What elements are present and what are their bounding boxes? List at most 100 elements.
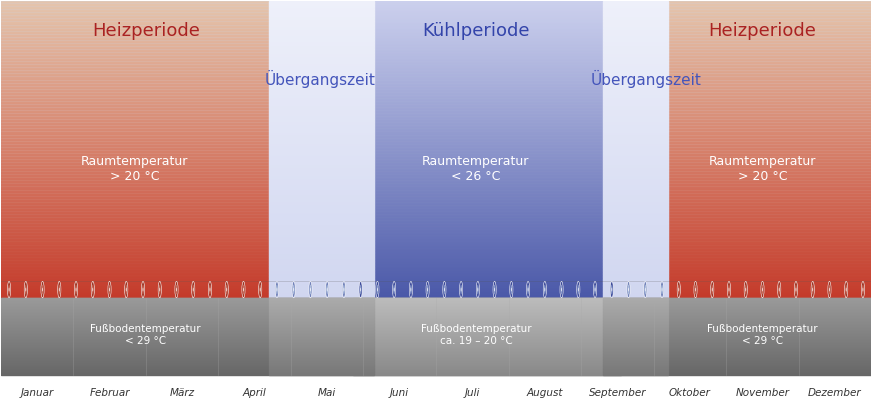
Bar xyxy=(654,267,871,268)
Bar xyxy=(352,7,621,8)
Circle shape xyxy=(845,281,848,298)
Bar xyxy=(1,100,327,102)
Bar xyxy=(352,94,621,96)
Bar xyxy=(603,127,668,128)
Bar xyxy=(1,87,871,88)
Bar xyxy=(654,94,871,96)
Bar xyxy=(1,280,327,282)
Bar xyxy=(269,216,374,218)
Bar xyxy=(654,132,871,133)
Bar xyxy=(269,219,374,221)
Bar xyxy=(654,103,871,105)
Bar xyxy=(1,32,871,34)
Bar xyxy=(603,160,668,161)
Bar xyxy=(654,290,871,292)
Bar xyxy=(603,42,668,44)
Bar xyxy=(269,264,374,265)
Bar xyxy=(269,191,374,193)
Circle shape xyxy=(126,285,127,294)
Bar xyxy=(1,47,327,48)
Bar xyxy=(352,163,621,164)
Bar xyxy=(352,286,621,288)
Bar xyxy=(352,152,621,154)
Bar xyxy=(269,178,374,179)
Bar xyxy=(269,241,374,243)
Bar xyxy=(1,184,871,185)
Bar xyxy=(603,17,668,18)
Circle shape xyxy=(661,285,663,294)
Circle shape xyxy=(276,281,278,298)
Bar xyxy=(1,44,871,45)
Bar xyxy=(654,4,871,5)
Bar xyxy=(1,67,871,69)
Bar xyxy=(654,135,871,136)
Bar xyxy=(603,237,668,238)
Bar xyxy=(603,48,668,50)
Bar xyxy=(1,180,871,182)
Text: Mai: Mai xyxy=(318,388,337,398)
Bar xyxy=(654,288,871,289)
Bar xyxy=(269,38,374,39)
Bar xyxy=(1,290,327,292)
Circle shape xyxy=(594,281,596,298)
Bar xyxy=(269,277,374,279)
Circle shape xyxy=(527,281,529,298)
Bar xyxy=(603,130,668,132)
Bar xyxy=(654,221,871,222)
Bar xyxy=(654,83,871,84)
Bar xyxy=(603,267,668,268)
Bar xyxy=(352,250,621,252)
Bar xyxy=(654,140,871,142)
Circle shape xyxy=(393,285,395,294)
Bar xyxy=(352,213,621,215)
Bar xyxy=(654,219,871,221)
Bar xyxy=(1,72,871,74)
Bar xyxy=(269,133,374,135)
Bar xyxy=(1,1,871,2)
Bar xyxy=(654,175,871,176)
Bar xyxy=(269,35,374,36)
Text: Raumtemperatur
> 20 °C: Raumtemperatur > 20 °C xyxy=(81,155,188,183)
Bar xyxy=(654,114,871,115)
Bar xyxy=(1,57,871,58)
Bar xyxy=(269,229,374,231)
Bar xyxy=(654,117,871,118)
Bar xyxy=(603,179,668,180)
Circle shape xyxy=(444,285,446,294)
Bar xyxy=(1,132,327,133)
Bar xyxy=(603,178,668,179)
Bar xyxy=(352,88,621,90)
Circle shape xyxy=(778,281,780,298)
Bar xyxy=(1,270,327,271)
Bar xyxy=(654,187,871,188)
Bar xyxy=(352,182,621,184)
Bar xyxy=(269,279,374,280)
Bar xyxy=(603,65,668,66)
Circle shape xyxy=(644,285,646,294)
Bar xyxy=(1,25,871,26)
Bar xyxy=(269,67,374,69)
Bar xyxy=(654,106,871,108)
Bar xyxy=(603,84,668,85)
Bar xyxy=(1,274,871,276)
Bar xyxy=(352,185,621,187)
Bar xyxy=(1,128,327,130)
Bar xyxy=(603,201,668,203)
Bar xyxy=(352,193,621,194)
Bar xyxy=(654,252,871,254)
Bar xyxy=(1,17,871,18)
Bar xyxy=(603,247,668,249)
Bar xyxy=(603,133,668,135)
Bar xyxy=(1,119,327,121)
Bar xyxy=(269,44,374,45)
Bar xyxy=(654,292,871,294)
Bar xyxy=(269,276,374,277)
Bar xyxy=(352,100,621,102)
Bar xyxy=(269,188,374,189)
Bar xyxy=(1,20,327,22)
Bar xyxy=(352,210,621,212)
Bar xyxy=(352,238,621,240)
Bar xyxy=(603,197,668,198)
Bar xyxy=(603,200,668,201)
Bar xyxy=(352,111,621,112)
